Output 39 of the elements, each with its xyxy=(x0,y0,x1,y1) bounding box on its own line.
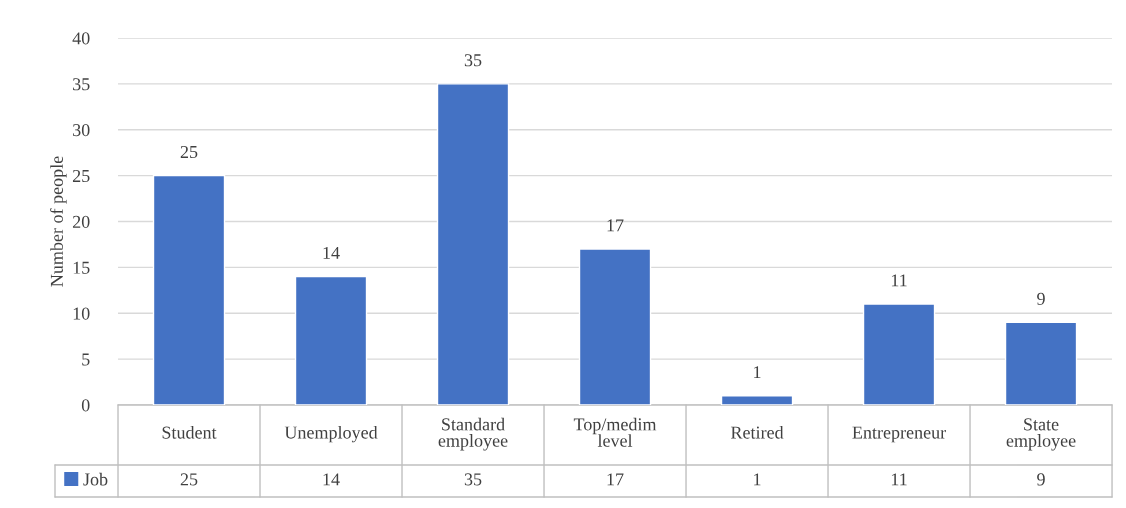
text: 9 xyxy=(1037,473,1045,486)
data-label: 9 xyxy=(1037,292,1045,305)
bar xyxy=(862,303,936,405)
y-tick-label: 30 xyxy=(73,124,90,137)
text: 14 xyxy=(323,473,340,486)
text: 35 xyxy=(464,473,482,486)
y-tick-label: 0 xyxy=(81,399,90,412)
bar xyxy=(720,395,794,405)
text: 25 xyxy=(180,473,198,486)
data-label: 17 xyxy=(607,219,624,232)
x-tick-label: Standard employee xyxy=(438,417,508,451)
data-label: 14 xyxy=(323,246,340,259)
y-tick-label: 15 xyxy=(73,261,90,274)
data-label: 1 xyxy=(754,366,761,379)
y-tick-label: 10 xyxy=(73,307,90,320)
y-tick-label: 40 xyxy=(72,32,90,45)
text: 11 xyxy=(891,473,907,486)
bar xyxy=(294,275,368,405)
bar xyxy=(578,248,652,405)
y-tick-label: 20 xyxy=(72,215,90,228)
text: 17 xyxy=(607,473,624,486)
y-axis-title: Number of people xyxy=(50,156,67,287)
text: 1 xyxy=(754,473,761,486)
y-tick-label: 25 xyxy=(72,169,90,183)
bar xyxy=(436,83,510,405)
x-tick-label: Entrepreneur xyxy=(852,426,946,443)
data-label: 25 xyxy=(180,145,198,159)
y-tick-label: 5 xyxy=(82,353,90,366)
y-tick-label: 35 xyxy=(73,78,90,91)
data-label: 35 xyxy=(464,54,482,67)
x-tick-label: Top/medim level xyxy=(573,417,657,447)
bar xyxy=(152,174,226,405)
x-tick-label: Unemployed xyxy=(284,425,378,443)
x-tick-label: State employee xyxy=(1006,418,1076,451)
x-tick-label: Retired xyxy=(730,425,784,439)
bar xyxy=(1004,321,1078,405)
legend-label: Job xyxy=(83,472,108,486)
data-label: 11 xyxy=(891,274,907,287)
x-tick-label: Student xyxy=(162,425,217,439)
